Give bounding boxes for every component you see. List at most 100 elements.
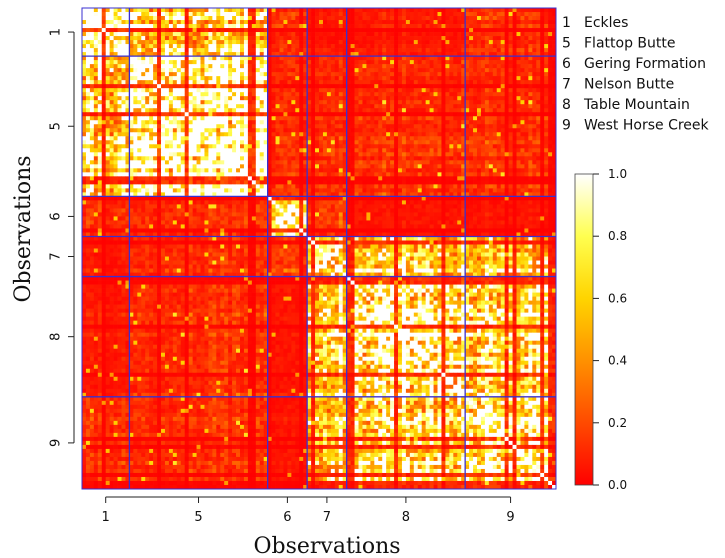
heatmap-cell <box>394 132 399 137</box>
heatmap-cell <box>342 104 347 109</box>
heatmap-cell <box>232 108 237 113</box>
heatmap-cell <box>255 8 261 13</box>
heatmap-cell <box>457 8 462 13</box>
heatmap-cell <box>82 92 87 97</box>
heatmap-cell <box>496 128 502 133</box>
heatmap-cell <box>528 52 533 57</box>
heatmap-cell <box>398 24 403 29</box>
heatmap-cell <box>326 32 332 37</box>
heatmap-cell <box>386 20 391 25</box>
heatmap-cell <box>390 100 395 105</box>
heatmap-cell <box>283 28 288 33</box>
heatmap-cell <box>492 144 498 149</box>
heatmap-cell <box>524 20 529 25</box>
heatmap-cell <box>161 160 166 165</box>
heatmap-cell <box>469 88 474 93</box>
heatmap-cell <box>449 148 454 153</box>
heatmap-cell <box>425 96 430 101</box>
heatmap-cell <box>484 36 490 41</box>
heatmap-cell <box>121 60 126 65</box>
heatmap-cell <box>299 172 304 177</box>
heatmap-cell <box>125 28 130 33</box>
heatmap-cell <box>548 16 553 21</box>
heatmap-cell <box>362 112 367 117</box>
heatmap-cell <box>326 168 332 173</box>
heatmap-cell <box>97 72 103 77</box>
heatmap-cell <box>220 128 225 133</box>
heatmap-cell <box>370 140 375 145</box>
heatmap-cell <box>342 32 347 37</box>
heatmap-cell <box>429 60 434 65</box>
heatmap-cell <box>291 80 296 85</box>
heatmap-cell <box>488 112 494 117</box>
heatmap-cell <box>544 52 549 57</box>
heatmap-cell <box>362 128 367 133</box>
heatmap-cell <box>350 144 355 149</box>
heatmap-cell <box>544 116 549 121</box>
heatmap-cell <box>85 12 91 17</box>
heatmap-cell <box>188 136 193 141</box>
heatmap-cell <box>117 148 122 153</box>
heatmap-cell <box>330 12 336 17</box>
heatmap-cell <box>141 100 146 105</box>
heatmap-cell <box>291 144 296 149</box>
heatmap-cell <box>307 8 312 13</box>
heatmap-cell <box>204 168 209 173</box>
heatmap-cell <box>425 140 430 145</box>
heatmap-cell <box>149 108 154 113</box>
heatmap-cell <box>204 32 209 37</box>
heatmap-cell <box>263 84 268 89</box>
heatmap-cell <box>465 140 470 145</box>
heatmap-cell <box>405 148 411 153</box>
heatmap-cell <box>255 152 261 157</box>
heatmap-cell <box>133 24 138 29</box>
heatmap-cell <box>441 108 446 113</box>
heatmap-cell <box>354 156 359 161</box>
heatmap-cell <box>350 36 355 41</box>
heatmap-cell <box>208 144 213 149</box>
heatmap-cell <box>101 88 107 93</box>
heatmap-cell <box>220 32 225 37</box>
heatmap-cell <box>469 124 474 129</box>
heatmap-cell <box>326 144 332 149</box>
heatmap-cell <box>512 96 517 101</box>
heatmap-cell <box>291 8 296 13</box>
heatmap-cell <box>129 160 134 165</box>
heatmap-cell <box>449 88 454 93</box>
heatmap-cell <box>540 36 545 41</box>
heatmap-cell <box>516 84 521 89</box>
heatmap-cell <box>137 92 142 97</box>
heatmap-cell <box>354 80 359 85</box>
heatmap-cell <box>362 168 367 173</box>
heatmap-cell <box>374 132 379 137</box>
heatmap-cell <box>93 44 99 49</box>
heatmap-cell <box>508 144 513 149</box>
heatmap-cell <box>295 84 300 89</box>
heatmap-cell <box>307 80 312 85</box>
heatmap-cell <box>176 156 182 161</box>
heatmap-cell <box>386 12 391 17</box>
heatmap-cell <box>322 132 328 137</box>
heatmap-cell <box>350 40 355 45</box>
heatmap-cell <box>520 48 525 53</box>
heatmap-cell <box>480 44 486 49</box>
heatmap-cell <box>89 160 95 165</box>
heatmap-cell <box>425 88 430 93</box>
heatmap-cell <box>97 112 103 117</box>
heatmap-cell <box>137 52 142 57</box>
heatmap-cell <box>307 160 312 165</box>
heatmap-cell <box>512 12 517 17</box>
heatmap-cell <box>552 128 557 133</box>
heatmap-cell <box>449 8 454 13</box>
heatmap-cell <box>287 40 292 45</box>
heatmap-cell <box>445 168 450 173</box>
heatmap-cell <box>480 32 486 37</box>
heatmap-cell <box>157 140 162 145</box>
heatmap-cell <box>200 96 205 101</box>
heatmap-cell <box>275 24 280 29</box>
heatmap-cell <box>161 124 166 129</box>
heatmap-cell <box>255 16 261 21</box>
heatmap-cell <box>473 12 478 17</box>
heatmap-cell <box>425 52 430 57</box>
heatmap-cell <box>228 144 233 149</box>
